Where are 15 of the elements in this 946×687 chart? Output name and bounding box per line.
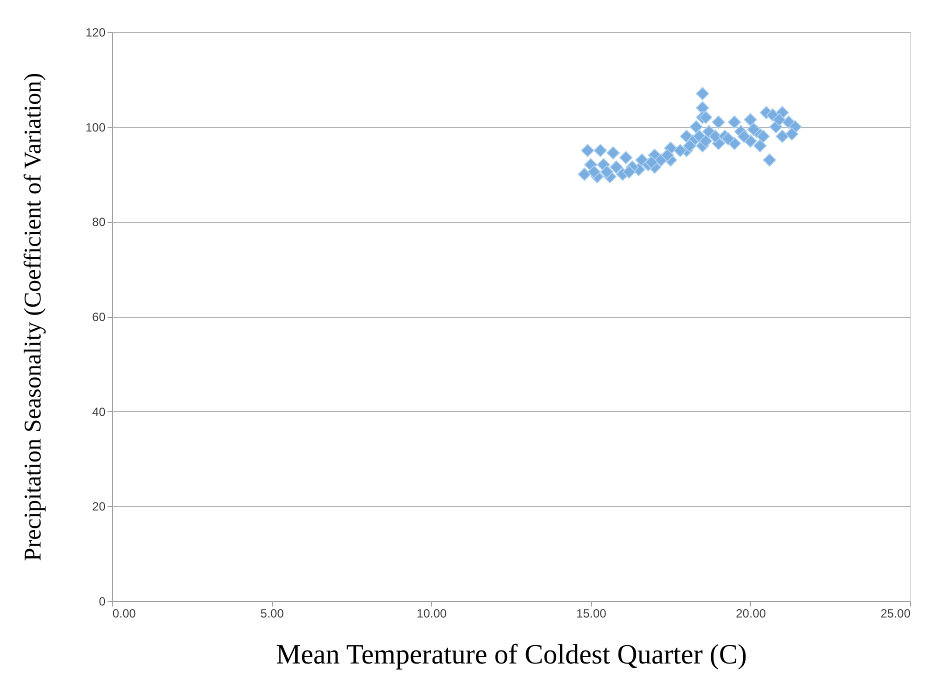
x-tick-label: 5.00 [260, 606, 284, 620]
y-axis-title: Precipitation Seasonality (Coefficient of Variation) [20, 72, 46, 562]
x-tick-label: 25.00 [880, 606, 911, 620]
y-tick-label: 60 [92, 310, 106, 324]
x-tick-label: 15.00 [576, 606, 607, 620]
x-tick-label: 10.00 [416, 606, 448, 620]
y-tick-label: 100 [85, 120, 106, 134]
y-tick-label: 0 [98, 594, 106, 608]
x-tick-label: 20.00 [736, 606, 766, 620]
y-tick-label: 80 [92, 215, 106, 230]
y-tick-label: 40 [92, 404, 106, 419]
x-axis-title: Mean Temperature of Coldest Quarter (C) [276, 640, 748, 670]
y-tick-label: 20 [92, 500, 106, 514]
x-tick-label: 0.00 [112, 606, 136, 620]
y-tick-label: 120 [85, 26, 106, 40]
